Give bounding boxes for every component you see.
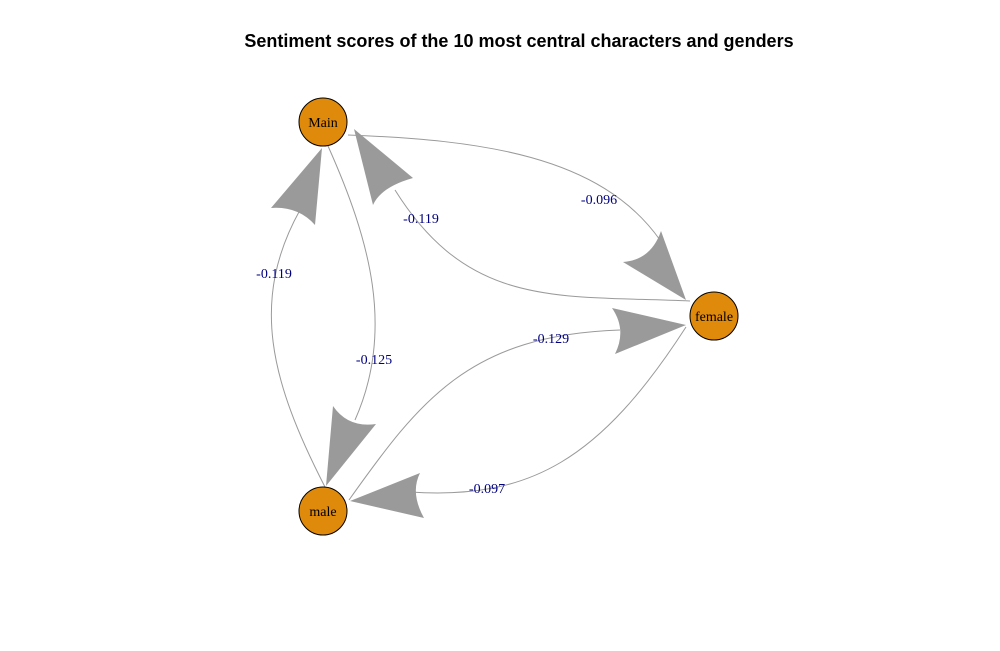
node-male: male xyxy=(298,486,348,536)
arrowheads xyxy=(271,129,686,518)
arrowhead-female-to-male xyxy=(350,473,424,518)
edge-main-to-male xyxy=(327,145,376,421)
edge-label-main-to-male: -0.125 xyxy=(356,353,392,368)
node-main-circle xyxy=(298,97,348,147)
node-main: Main xyxy=(298,97,348,147)
edge-label-male-to-female: -0.129 xyxy=(533,332,569,347)
edge-female-to-male xyxy=(409,326,687,494)
edge-label-female-to-male: -0.097 xyxy=(469,482,505,497)
node-male-circle xyxy=(298,486,348,536)
node-female: female xyxy=(689,291,739,341)
arrowhead-male-to-female xyxy=(612,308,686,354)
node-female-label: female xyxy=(695,310,733,325)
arrowhead-main-to-female xyxy=(623,231,686,300)
edge-label-male-to-main: -0.119 xyxy=(256,267,292,282)
nodes: Main female male xyxy=(298,97,739,536)
node-main-label: Main xyxy=(308,116,338,131)
edge-female-to-main xyxy=(394,189,691,302)
arrowhead-main-to-male xyxy=(326,406,376,486)
arrowhead-male-to-main xyxy=(271,148,322,225)
edge-label-female-to-main: -0.119 xyxy=(403,212,439,227)
edge-label-main-to-female: -0.096 xyxy=(581,193,617,208)
edge-labels: -0.096 -0.119 -0.119 -0.125 -0.129 -0.09… xyxy=(256,193,617,497)
node-male-label: male xyxy=(309,505,336,520)
arrowhead-female-to-main xyxy=(354,129,413,205)
edges xyxy=(270,134,691,501)
edge-main-to-female xyxy=(347,134,661,241)
node-female-circle xyxy=(689,291,739,341)
edge-male-to-female xyxy=(348,329,621,501)
chart-title: Sentiment scores of the 10 most central … xyxy=(244,31,793,51)
edge-male-to-main xyxy=(270,209,326,488)
